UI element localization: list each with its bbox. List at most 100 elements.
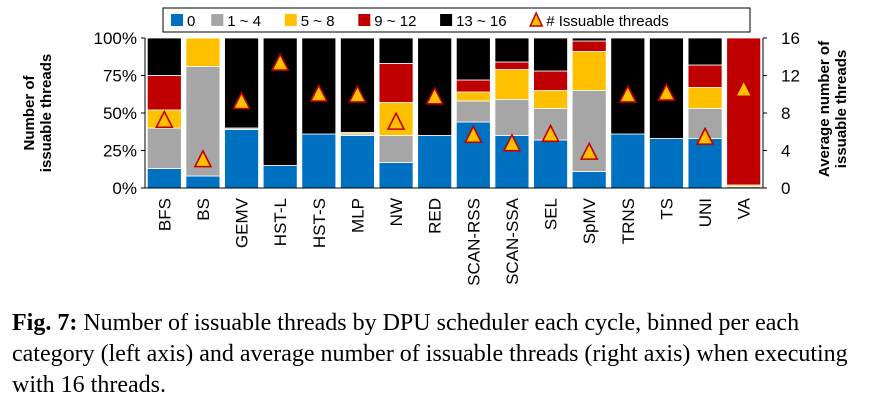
category-label-va: VA [735,197,754,219]
bar-segment-spmv-s3 [571,40,607,52]
bar-segment-bfs-s1 [146,127,182,169]
bar-segment-spmv-s2 [571,51,607,91]
bar-segment-uni-s2 [687,87,723,109]
caption-text: Number of issuable threads by DPU schedu… [12,310,848,398]
right-tick-label: 8 [781,104,790,123]
category-label-gemv: GEMV [233,197,252,248]
bar-segment-bfs-s0 [146,168,182,189]
bar-segment-sel-s3 [533,70,568,91]
right-tick-label: 0 [781,179,790,198]
left-tick-label: 75% [103,67,137,86]
legend-label-0: 0 [187,13,195,30]
category-label-spmv: SpMV [580,197,599,244]
category-label-trns: TRNS [619,198,638,244]
bar-segment-ts-s0 [649,138,684,189]
avg-marker-uni [695,126,715,145]
category-label-bs: BS [194,198,213,221]
axis-labels: Number ofissuable threads Average number … [21,40,850,177]
legend-label-4: 13 ~ 16 [456,13,506,30]
bar-segment-nw-s1 [378,135,414,163]
legend-swatch-4 [440,14,453,26]
avg-marker-hst-s [309,83,329,102]
tick-labels: 0% 25% 50% 75% 100% 0 4 8 12 16 [94,29,800,198]
bar-segment-hst-l-s0 [262,165,298,189]
right-axis-title: Average number ofissuable threads [816,40,850,177]
legend-swatch-marker [529,11,544,27]
figure-caption: Fig. 7: Number of issuable threads by DP… [12,308,862,401]
average-marker-layer [155,52,753,168]
left-tick-label: 0% [112,179,137,198]
category-labels: BFS BS GEMV HST-L HST-S MLP NW RED SCAN-RSS SCAN-… [155,197,753,286]
bar-segment-scan-ssa-s4 [494,37,530,63]
bar-segment-nw-s3 [378,63,414,103]
left-tick-label: 50% [103,104,137,123]
bar-segment-bfs-s3 [146,75,182,111]
avg-marker-spmv [579,141,599,160]
legend-swatch-1 [211,14,224,26]
bar-segment-uni-s3 [687,64,723,88]
bar-segment-gemv-s0 [224,129,259,189]
legend-label-5: # Issuable threads [546,13,669,30]
bar-segment-scan-rss-s4 [455,37,491,81]
avg-marker-red [425,86,444,105]
bar-segment-scan-ssa-s1 [494,99,530,136]
bar-segment-nw-s4 [378,37,414,64]
legend-box [162,7,751,33]
bar-segment-nw-s0 [378,162,414,189]
avg-marker-bs [193,149,213,168]
category-label-nw: NW [387,198,406,226]
category-label-uni: UNI [696,198,715,227]
bar-segment-scan-rss-s1 [455,100,491,123]
category-label-scan-ssa: SCAN-SSA [503,197,522,285]
bar-segment-uni-s0 [687,138,723,189]
legend-swatch-2 [284,14,297,26]
right-tick-label: 4 [781,142,790,161]
bar-segment-scan-ssa-s2 [494,69,530,100]
bar-segment-scan-ssa-s3 [494,61,530,70]
category-label-mlp: MLP [348,198,367,233]
category-label-hst-l: HST-L [271,198,290,246]
bar-segment-hst-s-s0 [301,133,337,189]
bar-segment-mlp-s0 [340,135,375,189]
legend-label-2: 5 ~ 8 [301,13,335,30]
legend-swatch-3 [358,14,371,26]
category-label-bfs: BFS [155,198,174,231]
bar-segment-sel-s2 [533,90,568,109]
bar-segment-red-s0 [417,135,453,189]
avg-marker-gemv [232,90,251,110]
avg-marker-va [734,78,753,98]
avg-marker-trns [618,84,638,103]
category-label-red: RED [426,198,445,234]
caption-label: Fig. 7: [12,310,78,336]
avg-marker-sel [541,123,560,143]
category-label-ts: TS [657,198,676,220]
bar-segment-sel-s0 [533,139,568,189]
bar-segment-bs-s0 [185,175,221,189]
bar-segment-trns-s0 [610,133,646,189]
bar-segment-scan-rss-s2 [455,91,491,102]
bar-segment-uni-s4 [687,37,723,66]
bar-segment-gemv-s4 [224,37,259,129]
avg-marker-nw [386,111,406,130]
avg-marker-scan-ssa [502,133,522,152]
category-label-hst-s: HST-S [310,198,329,248]
axes [141,37,767,189]
legend-swatch-0 [171,14,183,26]
category-label-scan-rss: SCAN-RSS [464,198,483,286]
bar-segment-sel-s4 [533,37,568,72]
left-tick-label: 25% [103,142,137,161]
avg-marker-hst-l [270,52,290,71]
avg-marker-mlp [348,84,367,103]
bar-segment-scan-rss-s3 [455,79,491,93]
avg-marker-scan-rss [464,124,483,144]
left-axis-title: Number ofissuable threads [21,54,55,172]
stacked-bar-chart: 0 1 ~ 4 5 ~ 8 9 ~ 12 13 ~ 16 # Issuable threa… [21,7,850,286]
right-tick-label: 16 [781,29,800,48]
bar-segment-va-s3 [726,37,762,186]
bar-segment-spmv-s4 [571,37,607,42]
bar-segment-spmv-s0 [571,171,607,189]
bar-segment-bfs-s4 [146,37,182,76]
right-tick-label: 12 [781,67,800,86]
left-tick-label: 100% [94,29,137,48]
legend: 0 1 ~ 4 5 ~ 8 9 ~ 12 13 ~ 16 # Issuable threa… [162,7,751,33]
